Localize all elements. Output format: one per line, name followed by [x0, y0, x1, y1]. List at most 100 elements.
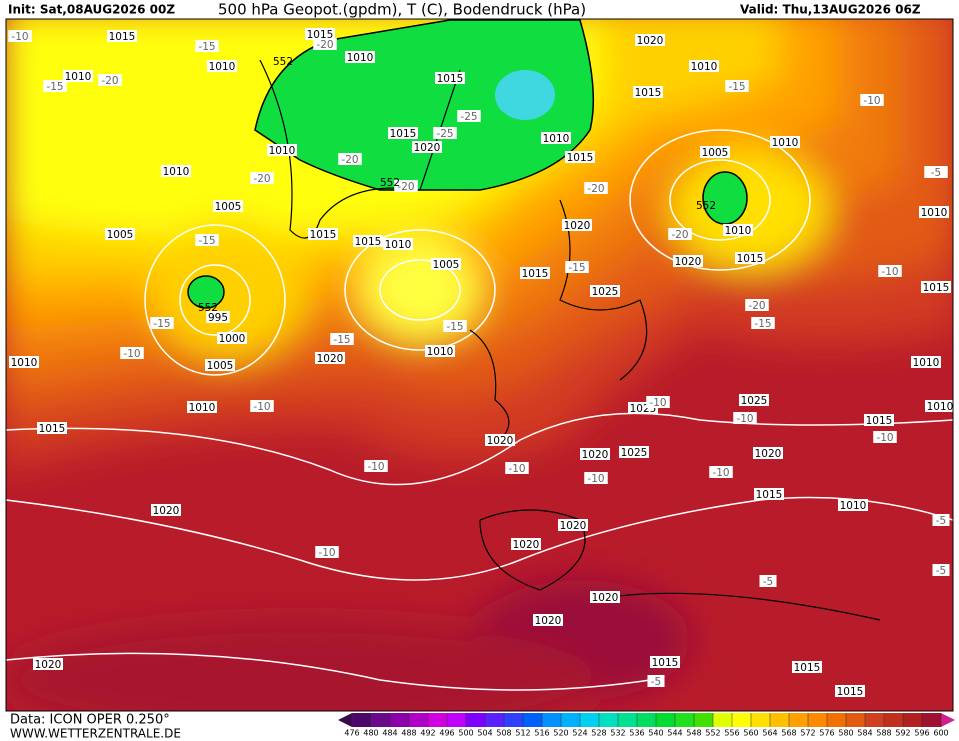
- temperature-label: -20: [587, 183, 604, 195]
- title-text: 500 hPa Geopot.(gpdm), T (C), Bodendruck…: [218, 1, 586, 19]
- pressure-label-box: [533, 614, 563, 626]
- pressure-label: 1010: [385, 239, 412, 251]
- pressure-label-box: [206, 311, 230, 323]
- temperature-label-box: [120, 347, 144, 359]
- pressure-label-box: [107, 30, 137, 42]
- pressure-label-box: [485, 434, 515, 446]
- pressure-label: 1010: [772, 137, 799, 149]
- temperature-label-box: [364, 460, 388, 472]
- colorbar-tick-label: 556: [724, 729, 739, 738]
- colorbar-cell: [523, 713, 542, 727]
- pressure-label: 1015: [923, 282, 950, 294]
- init-text: Init: Sat,08AUG2026 00Z: [8, 3, 175, 17]
- colorbar-tick-label: 564: [762, 729, 777, 738]
- pressure-label-box: [925, 400, 953, 412]
- temperature-label-box: [646, 396, 670, 408]
- temperature-label: -5: [931, 167, 941, 179]
- pressure-label: 995: [208, 312, 228, 324]
- pressure-label: 1020: [564, 220, 591, 232]
- colorbar-tick-label: 500: [458, 729, 473, 738]
- pressure-label-box: [562, 219, 592, 231]
- temperature-label: -15: [568, 262, 585, 274]
- pressure-label: 1010: [691, 61, 718, 73]
- pressure-label: 1010: [209, 61, 236, 73]
- temperature-label-box: [250, 400, 274, 412]
- colorbar-cell: [713, 713, 732, 727]
- colorbar-tick-label: 488: [401, 729, 416, 738]
- colorbar-cell: [732, 713, 751, 727]
- pressure-label: 1010: [913, 357, 940, 369]
- temperature-label-box: [878, 265, 902, 277]
- temperature-label: -15: [754, 318, 771, 330]
- temperature-label-box: [505, 462, 529, 474]
- temperature-label: -20: [101, 75, 118, 87]
- pressure-label: 1020: [414, 142, 441, 154]
- isobars: [6, 129, 953, 691]
- pressure-label-box: [315, 352, 345, 364]
- pressure-label: 1010: [189, 402, 216, 414]
- colorbar-arrow: [941, 713, 955, 727]
- temperature-label: -5: [936, 565, 946, 577]
- colorbar-cell: [637, 713, 656, 727]
- pressure-label: 1025: [741, 395, 768, 407]
- colorbar-cell: [371, 713, 390, 727]
- pressure-label: 1010: [269, 145, 296, 157]
- colorbar-tick-label: 552: [705, 729, 720, 738]
- pressure-label-box: [792, 661, 822, 673]
- temperature-label-box: [195, 40, 219, 52]
- pressure-label-box: [161, 165, 191, 177]
- pressure-label-box: [911, 356, 941, 368]
- pressure-label: 1020: [317, 353, 344, 365]
- temperature-label: -20: [341, 154, 358, 166]
- pressure-label-box: [558, 519, 588, 531]
- temperature-label: -15: [46, 81, 63, 93]
- height-label: 552: [273, 56, 293, 68]
- pressure-label-box: [835, 685, 865, 697]
- colorbar-cell: [846, 713, 865, 727]
- temperature-label-box: [315, 546, 339, 558]
- pressure-label-box: [541, 132, 571, 144]
- pressure-label-box: [511, 538, 541, 550]
- pressure-label-box: [213, 200, 243, 212]
- pressure-label-box: [9, 356, 39, 368]
- pressure-label-box: [187, 401, 217, 413]
- colorbar-tick-label: 516: [534, 729, 549, 738]
- pressure-label-box: [353, 235, 383, 247]
- pressure-label: 1005: [107, 229, 134, 241]
- colorbar-cell: [542, 713, 561, 727]
- pressure-label: 1025: [621, 447, 648, 459]
- pressure-label-box: [63, 70, 93, 82]
- temperature-label-box: [433, 127, 457, 139]
- colorbar-tick-label: 512: [515, 729, 530, 738]
- pressure-label: 1020: [153, 505, 180, 517]
- pressure-label: 1010: [65, 71, 92, 83]
- green-region: [254, 19, 595, 191]
- colorbar-cell: [694, 713, 713, 727]
- temperature-label: -5: [651, 676, 661, 688]
- low-core: [495, 70, 555, 120]
- pressure-label-box: [919, 206, 949, 218]
- colorbar-tick-label: 480: [363, 729, 378, 738]
- pressure-label: 1015: [756, 489, 783, 501]
- pressure-label-box: [619, 446, 649, 458]
- temperature-label-box: [751, 317, 775, 329]
- pressure-label: 1010: [921, 207, 948, 219]
- colorbar-tick-label: 520: [553, 729, 568, 738]
- pressure-label: 1020: [560, 520, 587, 532]
- temperature-label-box: [759, 575, 777, 587]
- pressure-label-box: [650, 656, 680, 668]
- temperature-label: -10: [508, 463, 525, 475]
- footer-site: WWW.WETTERZENTRALE.DE: [10, 727, 181, 741]
- temperature-label-box: [565, 261, 589, 273]
- pressure-label: 1015: [310, 229, 337, 241]
- pressure-label-box: [435, 72, 465, 84]
- temperature-label-box: [443, 320, 467, 332]
- temperature-label: -10: [587, 473, 604, 485]
- pressure-label-box: [205, 359, 235, 371]
- pressure-label: 1005: [207, 360, 234, 372]
- temperature-label-box: [873, 431, 897, 443]
- footer-data: Data: ICON OPER 0.250°: [10, 713, 170, 728]
- temperature-label: -10: [881, 266, 898, 278]
